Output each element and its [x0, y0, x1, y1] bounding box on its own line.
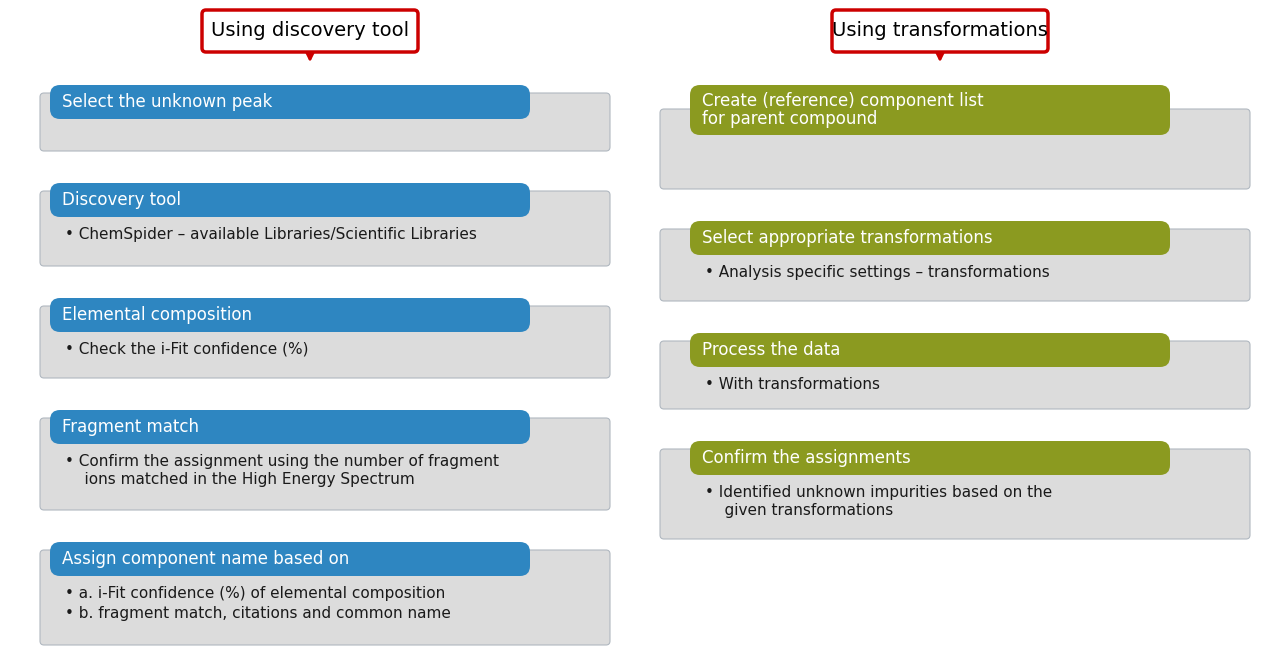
FancyBboxPatch shape [690, 221, 1170, 255]
Text: • Analysis specific settings – transformations: • Analysis specific settings – transform… [705, 265, 1050, 280]
Text: • Check the i-Fit confidence (%): • Check the i-Fit confidence (%) [65, 342, 308, 357]
Text: Create (reference) component list: Create (reference) component list [701, 93, 983, 110]
Text: Fragment match: Fragment match [61, 418, 198, 436]
FancyBboxPatch shape [50, 183, 530, 217]
Text: Elemental composition: Elemental composition [61, 306, 252, 324]
Text: • Confirm the assignment using the number of fragment: • Confirm the assignment using the numbe… [65, 454, 499, 469]
Text: ions matched in the High Energy Spectrum: ions matched in the High Energy Spectrum [65, 472, 415, 487]
FancyBboxPatch shape [660, 341, 1251, 409]
Text: Assign component name based on: Assign component name based on [61, 550, 349, 568]
Text: • With transformations: • With transformations [705, 377, 881, 392]
FancyBboxPatch shape [40, 418, 611, 510]
FancyBboxPatch shape [50, 85, 530, 119]
Text: Select appropriate transformations: Select appropriate transformations [701, 229, 992, 247]
FancyBboxPatch shape [832, 10, 1048, 52]
Text: Process the data: Process the data [701, 341, 841, 359]
FancyBboxPatch shape [690, 333, 1170, 367]
FancyBboxPatch shape [690, 85, 1170, 135]
FancyBboxPatch shape [660, 109, 1251, 189]
FancyBboxPatch shape [50, 410, 530, 444]
Text: Using transformations: Using transformations [832, 22, 1048, 40]
Text: • b. fragment match, citations and common name: • b. fragment match, citations and commo… [65, 606, 451, 621]
FancyBboxPatch shape [50, 298, 530, 332]
Text: Select the unknown peak: Select the unknown peak [61, 93, 273, 111]
FancyBboxPatch shape [40, 306, 611, 378]
FancyBboxPatch shape [40, 93, 611, 151]
FancyBboxPatch shape [50, 542, 530, 576]
Text: Confirm the assignments: Confirm the assignments [701, 449, 911, 467]
Text: Using discovery tool: Using discovery tool [211, 22, 410, 40]
Text: • a. i-Fit confidence (%) of elemental composition: • a. i-Fit confidence (%) of elemental c… [65, 586, 445, 601]
FancyBboxPatch shape [40, 550, 611, 645]
Text: • Identified unknown impurities based on the: • Identified unknown impurities based on… [705, 485, 1052, 500]
FancyBboxPatch shape [660, 229, 1251, 301]
FancyBboxPatch shape [40, 191, 611, 266]
Text: Discovery tool: Discovery tool [61, 191, 180, 209]
FancyBboxPatch shape [690, 441, 1170, 475]
Text: given transformations: given transformations [705, 503, 893, 518]
Text: for parent compound: for parent compound [701, 110, 877, 128]
Text: • ChemSpider – available Libraries/Scientific Libraries: • ChemSpider – available Libraries/Scien… [65, 227, 477, 242]
FancyBboxPatch shape [202, 10, 419, 52]
FancyBboxPatch shape [660, 449, 1251, 539]
